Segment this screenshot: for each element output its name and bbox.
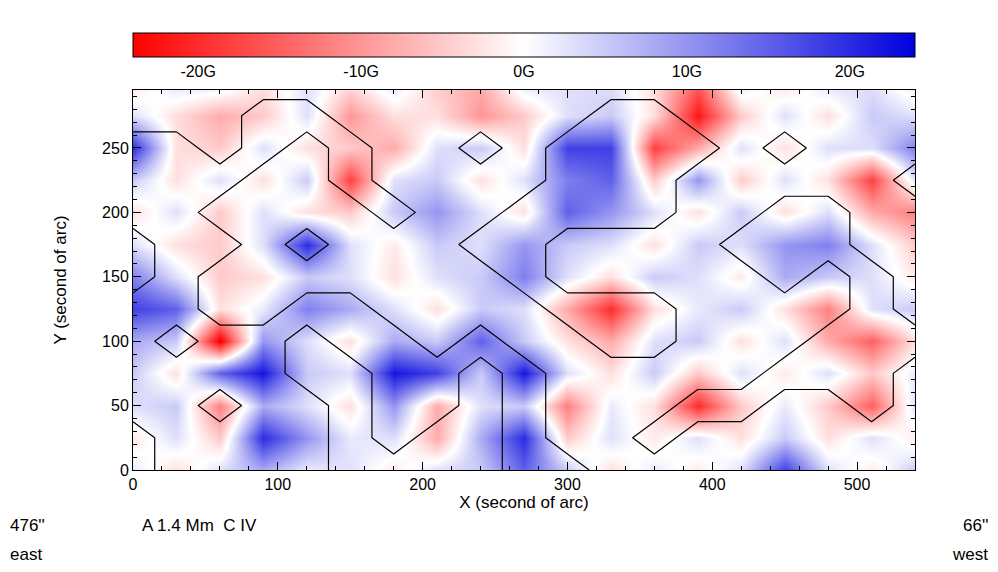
svg-text:500: 500: [844, 476, 871, 493]
svg-text:0G: 0G: [513, 63, 534, 80]
svg-text:-20G: -20G: [180, 63, 216, 80]
svg-text:0: 0: [120, 462, 129, 479]
svg-text:250: 250: [102, 140, 129, 157]
svg-text:476'': 476'': [10, 516, 45, 535]
svg-text:X (second of arc): X (second of arc): [459, 493, 588, 512]
svg-text:66'': 66'': [963, 516, 988, 535]
svg-text:0: 0: [129, 476, 138, 493]
svg-text:50: 50: [111, 397, 129, 414]
svg-text:100: 100: [264, 476, 291, 493]
svg-text:200: 200: [409, 476, 436, 493]
svg-text:10G: 10G: [672, 63, 702, 80]
svg-text:300: 300: [554, 476, 581, 493]
svg-text:Y (second of arc): Y (second of arc): [51, 215, 70, 344]
svg-text:150: 150: [102, 268, 129, 285]
svg-text:20G: 20G: [835, 63, 865, 80]
svg-text:100: 100: [102, 333, 129, 350]
svg-text:-10G: -10G: [343, 63, 379, 80]
svg-text:400: 400: [699, 476, 726, 493]
svg-text:200: 200: [102, 204, 129, 221]
svg-text:A 1.4 Mm C IV: A 1.4 Mm C IV: [142, 516, 257, 535]
svg-text:east: east: [10, 545, 42, 564]
svg-text:west: west: [952, 545, 988, 564]
